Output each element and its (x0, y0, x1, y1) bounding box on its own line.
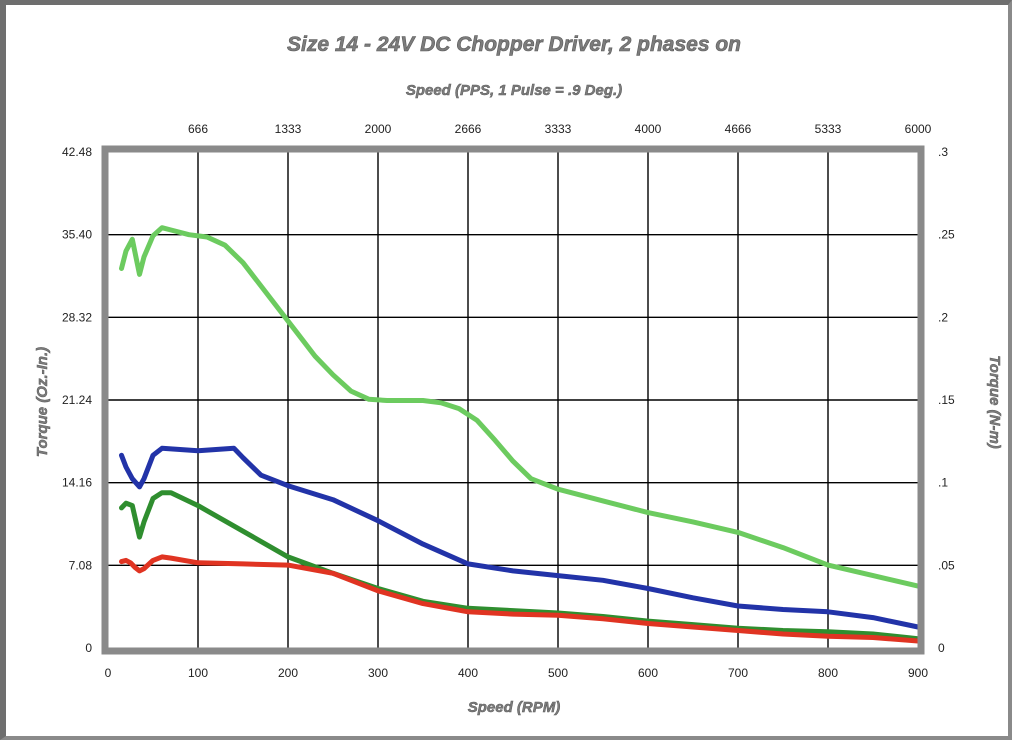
top-tick-label: 666 (188, 122, 208, 136)
x-tick-label: 0 (105, 666, 112, 680)
top-tick-label: 4000 (635, 122, 662, 136)
x-tick-label: 900 (908, 666, 928, 680)
left-tick-label: 21.24 (62, 393, 92, 407)
top-tick-label: 4666 (725, 122, 752, 136)
right-tick-label: .1 (938, 476, 948, 490)
x-axis-title: Speed (RPM) (468, 699, 561, 716)
x-tick-label: 800 (818, 666, 838, 680)
x-tick-label: 600 (638, 666, 658, 680)
series-line-2 (119, 445, 921, 630)
right-axis-title: Torque (N-m) (986, 355, 1003, 449)
right-tick-label: .3 (938, 145, 948, 159)
right-tick-label: 0 (938, 641, 945, 655)
x-tick-label: 400 (458, 666, 478, 680)
left-tick-label: 35.40 (62, 228, 92, 242)
plot-border (101, 145, 925, 655)
left-tick-label: 14.16 (62, 476, 92, 490)
right-tick-label: .2 (938, 310, 948, 324)
left-axis-title: Torque (Oz.-In.) (34, 347, 51, 457)
left-tick-label: 28.32 (62, 310, 92, 324)
x-tick-label: 700 (728, 666, 748, 680)
x-tick-label: 100 (188, 666, 208, 680)
series-line-1 (119, 225, 921, 589)
top-tick-label: 2000 (365, 122, 392, 136)
chart-title: Size 14 - 24V DC Chopper Driver, 2 phase… (287, 33, 741, 56)
top-tick-label: 3333 (545, 122, 572, 136)
x-tick-label: 500 (548, 666, 568, 680)
left-tick-label: 7.08 (69, 558, 93, 572)
left-tick-label: 42.48 (62, 145, 92, 159)
top-tick-label: 1333 (275, 122, 302, 136)
top-axis-title: Speed (PPS, 1 Pulse = .9 Deg.) (406, 82, 622, 99)
left-tick-label: 0 (85, 641, 92, 655)
top-tick-label: 2666 (455, 122, 482, 136)
top-tick-label: 6000 (905, 122, 932, 136)
right-tick-label: .05 (938, 558, 955, 572)
right-tick-label: .25 (938, 228, 955, 242)
right-tick-label: .15 (938, 393, 955, 407)
x-tick-label: 300 (368, 666, 388, 680)
series-line-4 (119, 554, 921, 644)
x-tick-label: 200 (278, 666, 298, 680)
plot-area: 0 100 200 300 400 500 600 700 800 900 666 1333 2000 2… (62, 122, 955, 680)
top-tick-label: 5333 (815, 122, 842, 136)
